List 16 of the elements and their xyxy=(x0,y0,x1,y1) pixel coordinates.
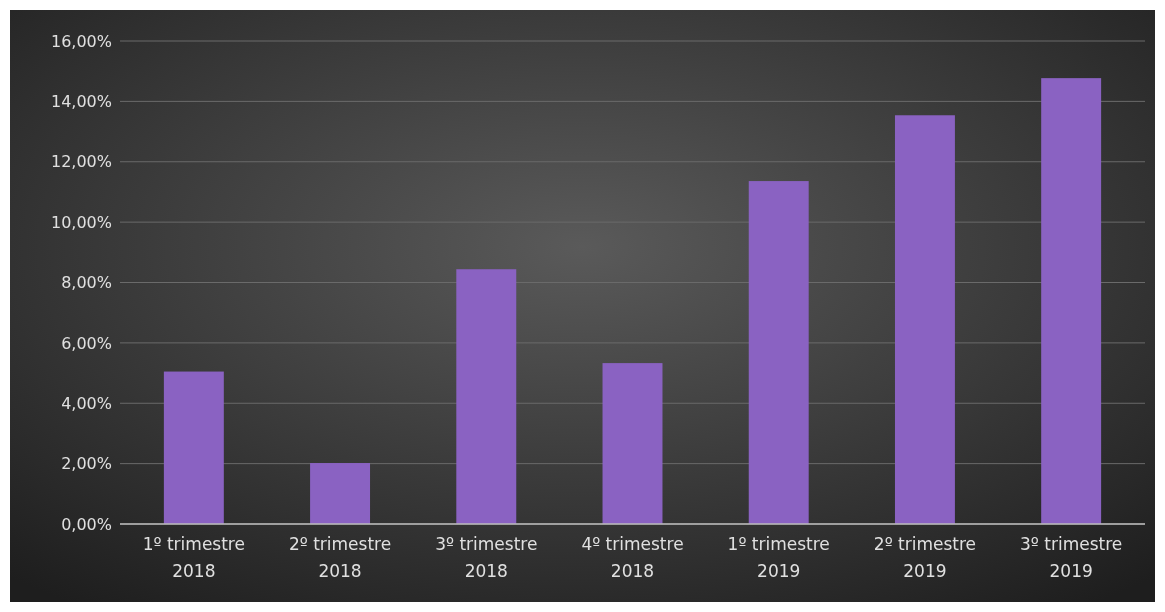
x-tick-label: 3º trimestre 2018 xyxy=(435,534,538,581)
y-tick-label: 0,00% xyxy=(61,514,112,534)
y-tick-label: 14,00% xyxy=(50,92,112,111)
y-tick-label: 6,00% xyxy=(61,333,112,353)
x-tick-label: 2º trimestre 2018 xyxy=(288,534,392,581)
x-tick-label: 2º trimestre 2019 xyxy=(873,534,977,581)
y-tick-label: 2,00% xyxy=(61,454,112,474)
y-tick-label: 8,00% xyxy=(61,273,112,293)
x-tick-label: 4º trimestre 2018 xyxy=(581,534,684,581)
y-tick-label: 10,00% xyxy=(50,212,112,232)
x-tick-label: 1º trimestre 2018 xyxy=(142,534,245,581)
y-tick-label: 4,00% xyxy=(61,393,112,413)
x-tick-label: 1º trimestre 2019 xyxy=(727,534,830,581)
y-tick-label: 12,00% xyxy=(50,152,112,172)
y-tick-label: 16,00% xyxy=(50,31,112,51)
x-tick-label: 3º trimestre 2019 xyxy=(1020,534,1123,581)
